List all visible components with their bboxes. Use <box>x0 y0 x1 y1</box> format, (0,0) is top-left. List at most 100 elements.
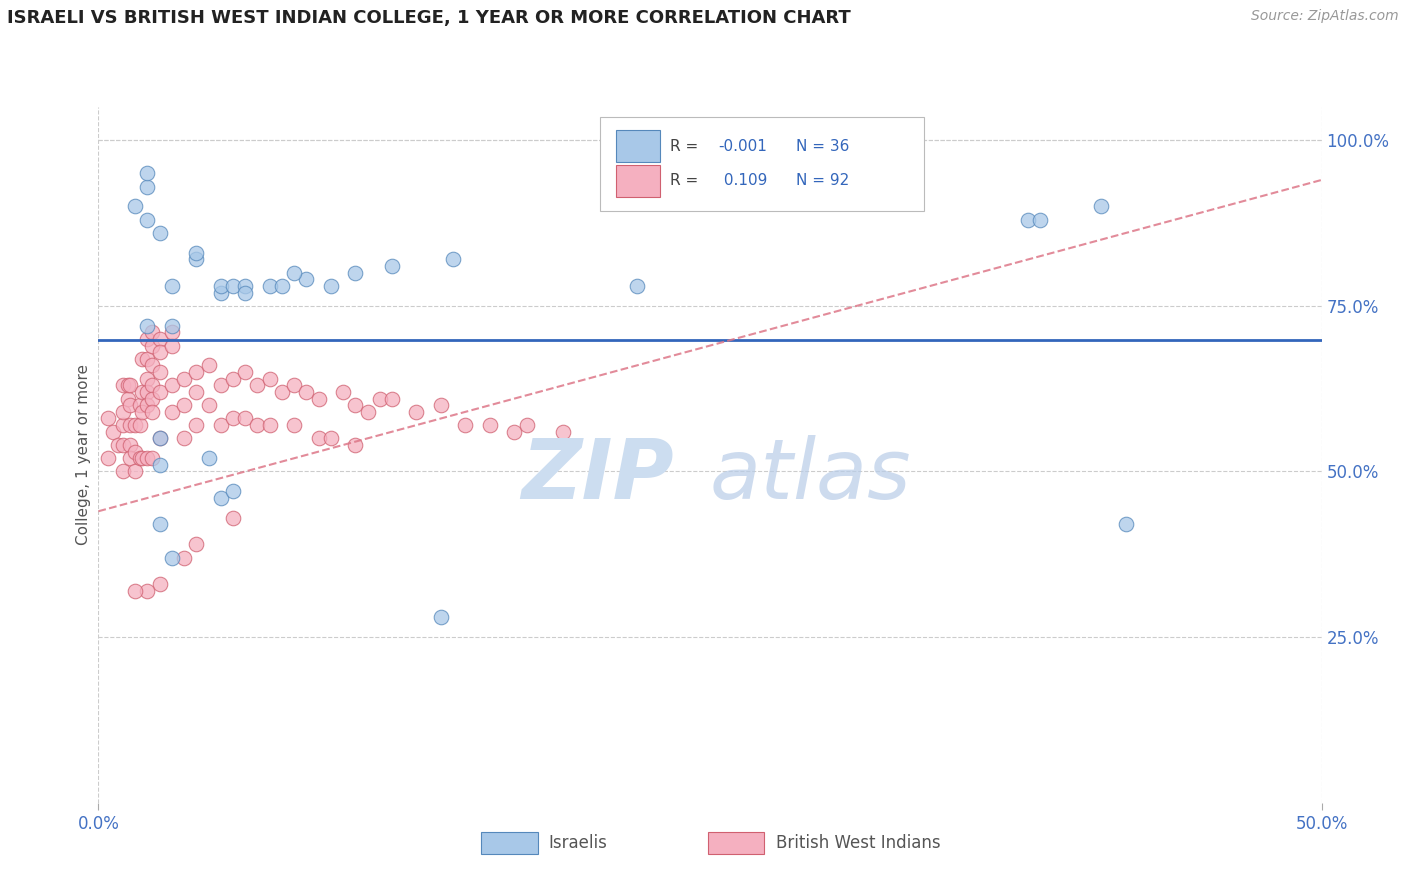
Point <box>136 166 159 180</box>
FancyBboxPatch shape <box>616 130 659 162</box>
FancyBboxPatch shape <box>600 118 924 211</box>
Point <box>129 398 152 412</box>
Point <box>111 378 134 392</box>
Point <box>246 378 269 392</box>
Point <box>283 266 305 280</box>
Point <box>209 378 232 392</box>
Point <box>124 465 146 479</box>
FancyBboxPatch shape <box>707 832 763 855</box>
Point <box>222 484 245 499</box>
Text: Israelis: Israelis <box>548 834 607 852</box>
Point <box>136 398 159 412</box>
Point <box>111 418 134 433</box>
Point <box>626 279 648 293</box>
Point <box>120 418 142 433</box>
Point <box>209 279 232 293</box>
Point <box>270 279 294 293</box>
Point <box>149 517 172 532</box>
Point <box>430 610 453 624</box>
Text: ZIP: ZIP <box>520 435 673 516</box>
Point <box>141 405 163 419</box>
Point <box>141 359 163 373</box>
Point <box>308 431 330 445</box>
Point <box>149 384 172 399</box>
Point <box>222 372 245 386</box>
Point <box>295 272 318 286</box>
Point <box>129 418 152 433</box>
Point <box>295 384 318 399</box>
Point <box>120 438 142 452</box>
Point <box>186 245 208 260</box>
Point <box>160 405 183 419</box>
Point <box>107 438 129 452</box>
Point <box>381 259 404 273</box>
Point <box>117 378 139 392</box>
Point <box>136 372 159 386</box>
Point <box>222 511 245 525</box>
Point <box>1090 199 1112 213</box>
Text: 0.109: 0.109 <box>718 173 766 188</box>
Point <box>120 451 142 466</box>
Point <box>441 252 464 267</box>
FancyBboxPatch shape <box>616 165 659 197</box>
Point <box>344 438 367 452</box>
Y-axis label: College, 1 year or more: College, 1 year or more <box>76 365 91 545</box>
Point <box>186 418 208 433</box>
Point <box>111 405 134 419</box>
Point <box>101 425 124 439</box>
Point <box>270 384 294 399</box>
Text: R =: R = <box>669 173 703 188</box>
Text: -0.001: -0.001 <box>718 138 768 153</box>
Point <box>222 411 245 425</box>
Point <box>160 326 183 340</box>
Point <box>129 451 152 466</box>
Point <box>197 398 219 412</box>
Point <box>356 405 378 419</box>
Point <box>124 583 146 598</box>
Point <box>344 398 367 412</box>
Point <box>259 372 281 386</box>
Text: R =: R = <box>669 138 703 153</box>
Point <box>141 338 163 352</box>
Point <box>503 425 526 439</box>
Text: Source: ZipAtlas.com: Source: ZipAtlas.com <box>1251 9 1399 23</box>
Point <box>283 418 305 433</box>
Text: British West Indians: British West Indians <box>776 834 941 852</box>
Point <box>222 279 245 293</box>
Point <box>141 378 163 392</box>
Point <box>120 398 142 412</box>
Point <box>430 398 453 412</box>
Point <box>111 465 134 479</box>
Point <box>160 279 183 293</box>
Point <box>186 384 208 399</box>
Point <box>149 458 172 472</box>
Point <box>515 418 537 433</box>
Point <box>197 359 219 373</box>
Point <box>308 392 330 406</box>
Point <box>120 378 142 392</box>
FancyBboxPatch shape <box>481 832 537 855</box>
Point <box>149 577 172 591</box>
Text: ISRAELI VS BRITISH WEST INDIAN COLLEGE, 1 YEAR OR MORE CORRELATION CHART: ISRAELI VS BRITISH WEST INDIAN COLLEGE, … <box>7 9 851 27</box>
Text: atlas: atlas <box>710 435 911 516</box>
Point <box>405 405 427 419</box>
Point <box>131 451 153 466</box>
Point <box>136 583 159 598</box>
Point <box>368 392 391 406</box>
Point <box>173 372 195 386</box>
Point <box>319 431 342 445</box>
Point <box>136 332 159 346</box>
Point <box>233 285 256 300</box>
Point <box>1115 517 1137 532</box>
Point <box>259 279 281 293</box>
Point <box>209 491 232 505</box>
Point <box>117 392 139 406</box>
Point <box>454 418 477 433</box>
Point <box>136 351 159 366</box>
Point <box>186 537 208 551</box>
Point <box>160 378 183 392</box>
Point <box>141 326 163 340</box>
Point <box>173 550 195 565</box>
Point <box>124 444 146 458</box>
Point <box>149 332 172 346</box>
